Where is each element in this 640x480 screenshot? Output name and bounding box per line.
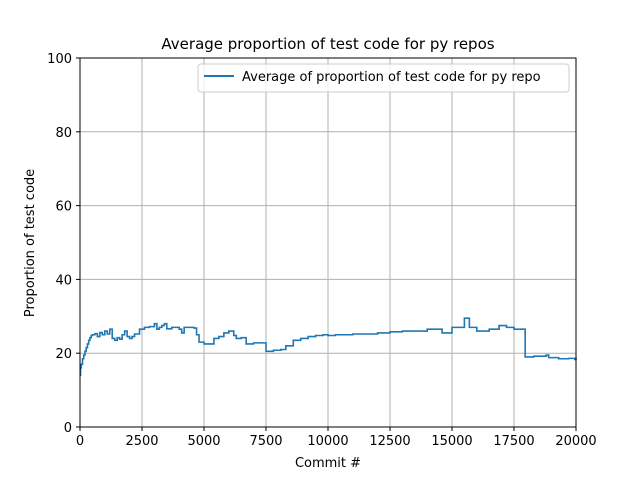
x-axis-label: Commit # [295, 456, 361, 471]
legend-box [197, 63, 570, 93]
y-tick-label: 0 [64, 421, 72, 436]
y-axis-ticks: 0 20 40 60 80 100 [47, 52, 80, 436]
y-tick-label: 40 [55, 273, 72, 288]
x-tick-label: 7500 [249, 434, 282, 449]
series-line [79, 317, 577, 377]
x-axis-ticks: 0 2500 5000 7500 10000 12500 15000 17500 20000 [76, 427, 597, 449]
x-tick-label: 15000 [431, 434, 472, 449]
y-tick-label: 60 [55, 200, 72, 215]
y-axis-label: Proportion of test code [23, 169, 38, 317]
legend-label: Average of proportion of test code for p… [242, 70, 541, 85]
y-tick-label: 100 [47, 52, 72, 67]
chart-title: Average proportion of test code for py r… [161, 35, 494, 53]
x-tick-label: 10000 [307, 434, 348, 449]
x-tick-label: 20000 [555, 434, 596, 449]
legend: Average of proportion of test code for p… [197, 63, 570, 93]
y-tick-label: 80 [55, 126, 72, 141]
x-tick-label: 12500 [369, 434, 410, 449]
x-tick-label: 17500 [493, 434, 534, 449]
y-tick-label: 20 [55, 347, 72, 362]
x-tick-label: 5000 [187, 434, 220, 449]
x-tick-label: 0 [76, 434, 84, 449]
series-layer [79, 317, 577, 377]
x-tick-label: 2500 [125, 434, 158, 449]
